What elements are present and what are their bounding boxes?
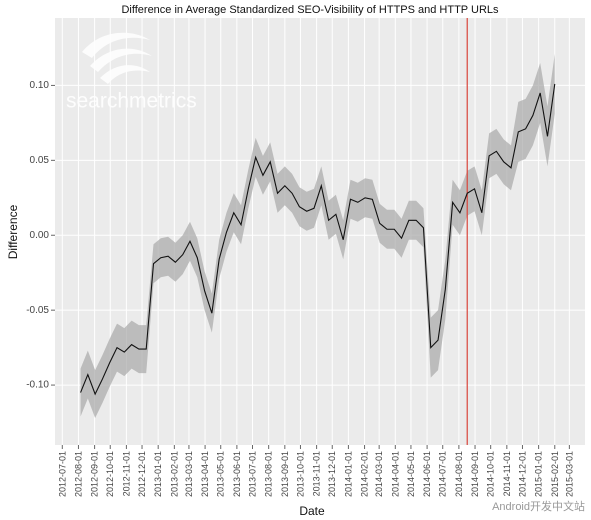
- plot-background: [55, 18, 585, 445]
- x-tick-label: 2013-03-01: [184, 451, 194, 497]
- x-tick-label: 2012-10-01: [105, 451, 115, 497]
- x-tick-label: 2012-11-01: [121, 451, 131, 496]
- x-tick-label: 2013-02-01: [169, 451, 179, 497]
- x-tick-label: 2014-06-01: [422, 451, 432, 497]
- x-tick-label: 2014-04-01: [390, 451, 400, 497]
- x-tick-label: 2014-08-01: [454, 451, 464, 497]
- x-tick-label: 2014-05-01: [406, 451, 416, 497]
- x-axis-label: Date: [299, 504, 325, 518]
- line: [80, 83, 556, 396]
- x-tick-label: 2014-01-01: [343, 451, 353, 497]
- x-tick-label: 2013-01-01: [153, 451, 163, 497]
- x-tick-label: 2013-08-01: [264, 451, 274, 497]
- x-tick-label: 2015-02-01: [550, 451, 560, 497]
- logo-swoosh: [100, 65, 150, 84]
- credit: Android开发中文站: [492, 499, 585, 513]
- x-tick-label: 2013-07-01: [248, 451, 258, 497]
- x-tick-label: 2013-05-01: [216, 451, 226, 497]
- logo-swoosh: [82, 32, 150, 58]
- x-tick-label: 2012-12-01: [137, 451, 147, 497]
- x-tick-label: 2012-07-01: [57, 451, 67, 497]
- x-tick-label: 2015-01-01: [534, 451, 544, 497]
- x-tick-label: 2013-09-01: [280, 451, 290, 497]
- watermark: searchmetrics: [66, 90, 197, 113]
- y-tick-label: 0.05: [30, 155, 50, 166]
- x-tick-label: 2014-03-01: [374, 451, 384, 497]
- x-tick-label: 2014-11-01: [502, 451, 512, 496]
- x-tick-label: 2013-10-01: [295, 451, 305, 497]
- y-tick-label: -0.05: [26, 305, 49, 316]
- x-tick-label: 2013-12-01: [327, 451, 337, 497]
- x-tick-label: 2014-09-01: [470, 451, 480, 497]
- chart-title: Difference in Average Standardized SEO-V…: [121, 4, 499, 16]
- y-tick-label: 0.10: [30, 80, 50, 91]
- x-tick-label: 2014-10-01: [486, 451, 496, 497]
- logo-swoosh: [90, 48, 152, 72]
- x-tick-label: 2014-12-01: [517, 451, 527, 497]
- x-tick-label: 2012-08-01: [73, 451, 83, 497]
- x-tick-label: 2014-07-01: [438, 451, 448, 497]
- y-axis-label: Difference: [6, 204, 20, 259]
- x-tick-label: 2013-11-01: [312, 451, 322, 496]
- x-tick-label: 2012-09-01: [90, 451, 100, 497]
- x-tick-label: 2013-04-01: [200, 451, 210, 497]
- x-tick-label: 2013-06-01: [232, 451, 242, 497]
- y-tick-label: -0.10: [26, 380, 49, 391]
- x-tick-label: 2014-02-01: [360, 451, 370, 497]
- confidence-band: [80, 53, 555, 419]
- logo: [82, 32, 152, 84]
- x-tick-label: 2015-03-01: [564, 451, 574, 497]
- y-tick-label: 0.00: [30, 230, 50, 241]
